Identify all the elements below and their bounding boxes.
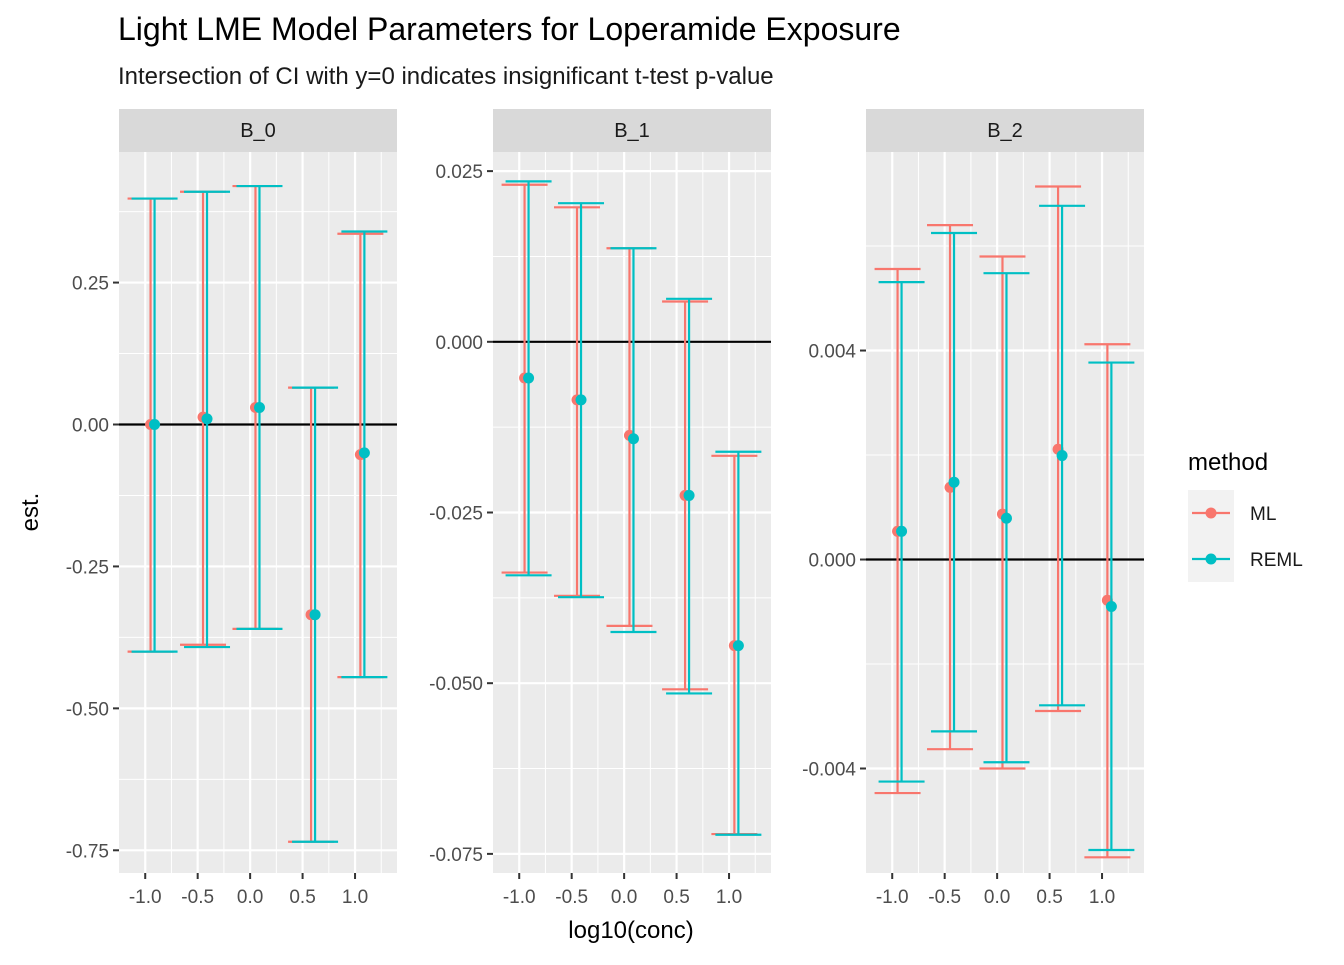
x-tick-label: 0.0 xyxy=(611,887,637,908)
estimate-point xyxy=(1056,450,1068,462)
legend-title: method xyxy=(1188,449,1268,476)
y-tick-label: -0.50 xyxy=(66,699,109,720)
y-tick-label: -0.025 xyxy=(429,504,483,525)
x-tick-label: -1.0 xyxy=(503,887,536,908)
estimate-point xyxy=(523,372,535,384)
panels: B_0 0.25 0.00 -0.25 -0.50 -0.75 -1.0 -0.5 0.0 0.5… xyxy=(66,109,1144,908)
y-tick-label: 0.004 xyxy=(808,342,856,363)
estimate-point xyxy=(683,489,695,501)
legend: method ML REML xyxy=(1188,449,1303,582)
chart-subtitle: Intersection of CI with y=0 indicates in… xyxy=(118,63,774,90)
y-tick-label: -0.050 xyxy=(429,674,483,695)
panel-strip xyxy=(866,109,1144,152)
legend-item-reml: REML xyxy=(1188,536,1303,582)
x-tick-label: 0.5 xyxy=(663,887,689,908)
series-reml xyxy=(131,184,388,843)
x-tick-label: 0.0 xyxy=(984,887,1010,908)
estimate-point xyxy=(149,419,161,431)
panel-strip xyxy=(119,109,397,152)
estimate-point xyxy=(732,640,744,652)
y-axis-title: est. xyxy=(17,493,44,532)
x-tick-label: -0.5 xyxy=(928,887,961,908)
legend-item-ml: ML xyxy=(1188,490,1276,536)
estimate-point xyxy=(627,433,639,445)
x-tick-label: 0.0 xyxy=(237,887,263,908)
estimate-point xyxy=(309,609,321,621)
legend-key-point xyxy=(1205,507,1217,519)
x-tick-label: 0.5 xyxy=(1036,887,1062,908)
y-tick-label: 0.000 xyxy=(435,333,483,354)
series-reml xyxy=(505,180,762,836)
y-tick-label: 0.025 xyxy=(435,162,483,183)
y-tick-label: 0.000 xyxy=(808,551,856,572)
panel-B_2: B_2 0.004 0.000 -0.004 -1.0 -0.5 0.0 0.5 1.0 xyxy=(802,109,1144,908)
estimate-point xyxy=(1000,512,1012,524)
y-tick-label: -0.25 xyxy=(66,557,109,578)
x-tick-label: 1.0 xyxy=(716,887,742,908)
legend-label: REML xyxy=(1250,550,1303,571)
x-tick-label: -1.0 xyxy=(876,887,909,908)
estimate-point xyxy=(896,525,908,537)
legend-key-point xyxy=(1205,553,1217,565)
estimate-point xyxy=(253,401,265,413)
estimate-point xyxy=(201,413,213,425)
y-tick-label: -0.75 xyxy=(66,841,109,862)
series-reml xyxy=(878,204,1135,852)
estimate-point xyxy=(1105,601,1117,613)
estimate-point xyxy=(358,447,370,459)
x-tick-label: -0.5 xyxy=(555,887,588,908)
x-tick-label: 1.0 xyxy=(1089,887,1115,908)
panel-strip-label: B_2 xyxy=(987,120,1023,142)
legend-label: ML xyxy=(1250,504,1276,525)
estimate-point xyxy=(948,476,960,488)
y-tick-label: 0.25 xyxy=(72,274,109,295)
x-tick-label: -1.0 xyxy=(129,887,162,908)
estimate-point xyxy=(575,394,587,406)
y-tick-label: -0.004 xyxy=(802,760,856,781)
x-tick-label: 0.5 xyxy=(289,887,315,908)
panel-strip xyxy=(493,109,771,152)
x-axis-title: log10(conc) xyxy=(568,917,693,944)
panel-background xyxy=(119,152,397,873)
chart-title: Light LME Model Parameters for Loperamid… xyxy=(118,11,901,47)
panel-strip-label: B_0 xyxy=(240,120,276,142)
panel-B_0: B_0 0.25 0.00 -0.25 -0.50 -0.75 -1.0 -0.5 0.0 0.5… xyxy=(66,109,397,908)
x-tick-label: -0.5 xyxy=(181,887,214,908)
y-tick-label: 0.00 xyxy=(72,416,109,437)
panel-B_1: B_1 0.025 0.000 -0.025 -0.050 -0.075 -1.0 -0.5 0… xyxy=(429,109,771,908)
x-tick-label: 1.0 xyxy=(342,887,368,908)
panel-strip-label: B_1 xyxy=(614,120,650,142)
y-tick-label: -0.075 xyxy=(429,845,483,866)
